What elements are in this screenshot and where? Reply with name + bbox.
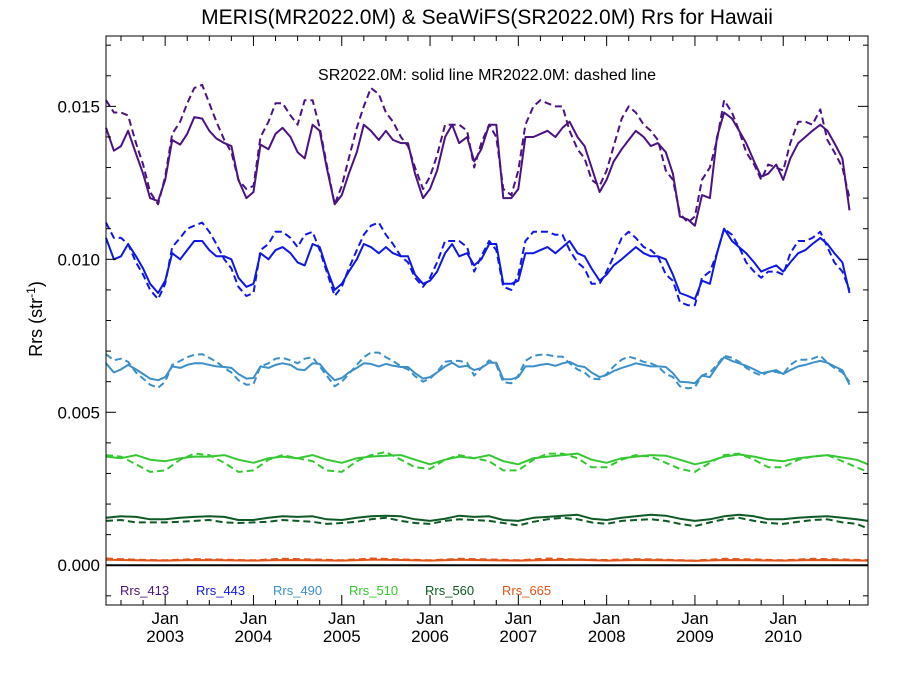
series-line-solid-rrs-510	[105, 452, 869, 466]
series-line-dashed-rrs-443	[105, 221, 851, 307]
series-line-solid-rrs-490	[105, 356, 851, 386]
plot-frame	[105, 35, 869, 606]
y-axis-label-main: Rrs (str	[26, 298, 46, 357]
series-line-dashed-rrs-560	[105, 516, 869, 530]
y-tick-label: 0.015	[57, 97, 100, 116]
x-tick-month-label: Jan	[151, 609, 178, 628]
x-tick-year-label: 2005	[323, 627, 361, 646]
y-axis-label-superscript: -1	[24, 287, 38, 298]
x-tick-year-label: 2007	[499, 627, 537, 646]
line-style-annotation: SR2022.0M: solid line MR2022.0M: dashed …	[318, 67, 656, 84]
chart-title: MERIS(MR2022.0M) & SeaWiFS(SR2022.0M) Rr…	[201, 6, 773, 29]
series-line-dashed-rrs-665	[105, 557, 869, 562]
x-tick-month-label: Jan	[505, 609, 532, 628]
x-tick-year-label: 2006	[411, 627, 449, 646]
x-tick-year-label: 2009	[676, 627, 714, 646]
legend: Rrs_413 Rrs_443 Rrs_490 Rrs_510 Rrs_560 Rrs_6…	[120, 583, 551, 598]
x-tick-year-label: 2010	[764, 627, 802, 646]
legend-entry-rrs-490: Rrs_490	[273, 583, 322, 598]
legend-entry-rrs-560: Rrs_560	[425, 583, 474, 598]
y-tick-label: 0.000	[57, 556, 100, 575]
x-tick-month-label: Jan	[240, 609, 267, 628]
legend-entry-rrs-443: Rrs_443	[196, 583, 245, 598]
axis-ticks-group: 0.0000.0050.0100.015Jan2003Jan2004Jan200…	[57, 36, 868, 646]
x-tick-month-label: Jan	[328, 609, 355, 628]
legend-entry-rrs-510: Rrs_510	[349, 583, 398, 598]
legend-entry-rrs-665: Rrs_665	[502, 583, 551, 598]
x-tick-year-label: 2004	[235, 627, 273, 646]
series-line-solid-rrs-560	[105, 513, 869, 522]
series-line-dashed-rrs-413	[105, 83, 851, 224]
x-tick-month-label: Jan	[681, 609, 708, 628]
y-tick-label: 0.010	[57, 250, 100, 269]
x-tick-year-label: 2008	[588, 627, 626, 646]
x-tick-month-label: Jan	[416, 609, 443, 628]
legend-entry-rrs-413: Rrs_413	[120, 583, 169, 598]
x-tick-month-label: Jan	[593, 609, 620, 628]
y-axis-label: Rrs (str-1)	[24, 281, 46, 357]
x-tick-month-label: Jan	[770, 609, 797, 628]
x-tick-year-label: 2003	[146, 627, 184, 646]
y-axis-label-close: )	[26, 281, 46, 287]
y-tick-label: 0.005	[57, 403, 100, 422]
series-line-dashed-rrs-490	[105, 351, 851, 390]
data-series-group	[105, 83, 869, 562]
